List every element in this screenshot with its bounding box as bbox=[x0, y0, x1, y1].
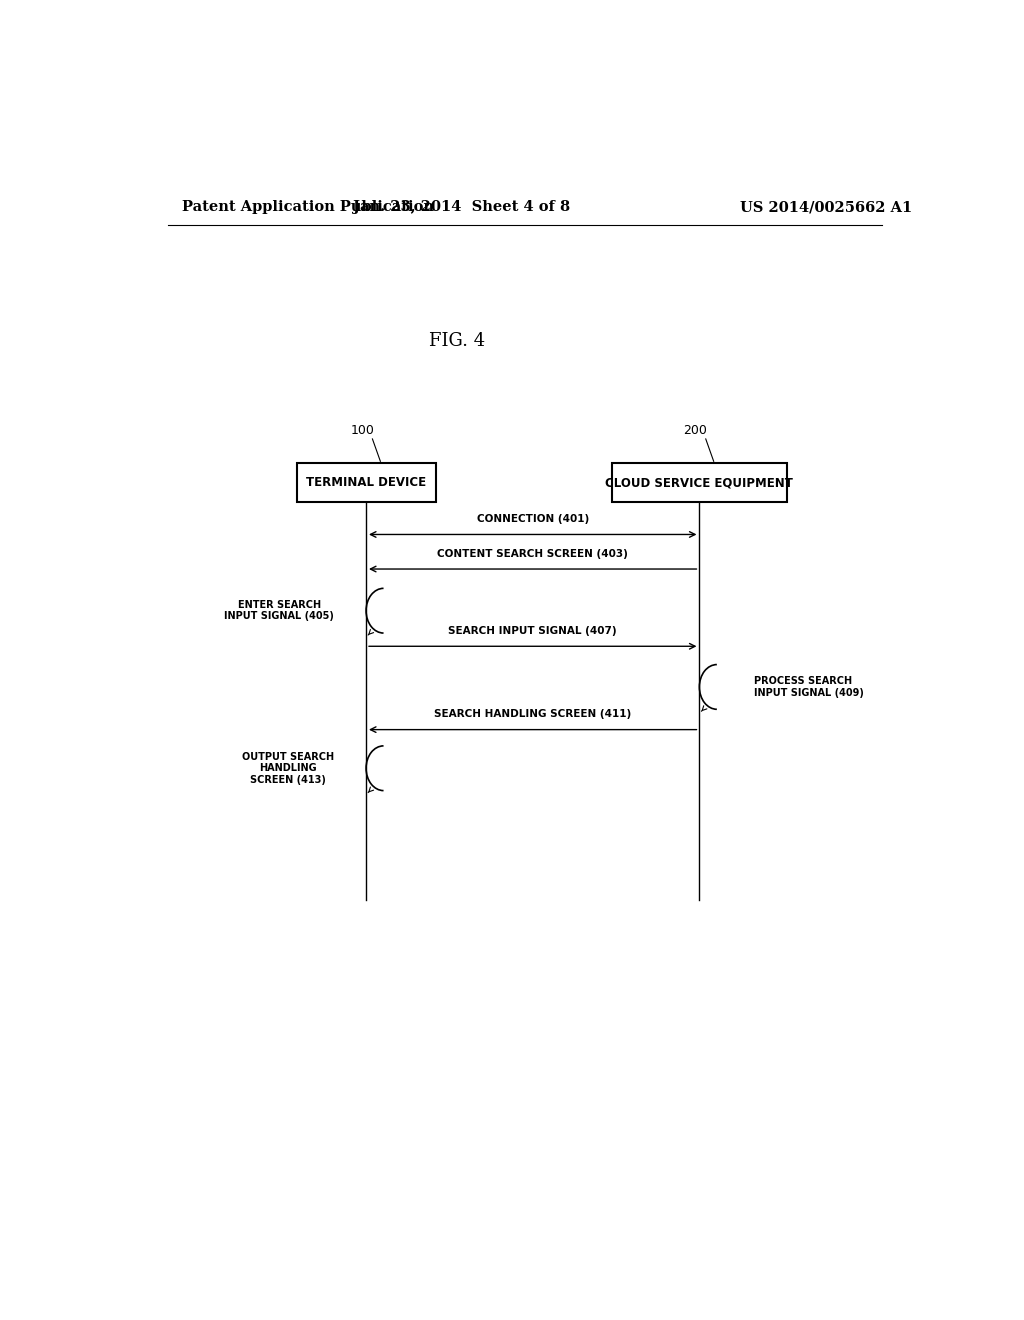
Text: Patent Application Publication: Patent Application Publication bbox=[182, 201, 434, 214]
Text: CONNECTION (401): CONNECTION (401) bbox=[476, 515, 589, 524]
Text: 100: 100 bbox=[350, 424, 374, 437]
Text: FIG. 4: FIG. 4 bbox=[429, 333, 485, 350]
Text: PROCESS SEARCH
INPUT SIGNAL (409): PROCESS SEARCH INPUT SIGNAL (409) bbox=[754, 676, 864, 698]
Text: US 2014/0025662 A1: US 2014/0025662 A1 bbox=[740, 201, 912, 214]
Text: SEARCH HANDLING SCREEN (411): SEARCH HANDLING SCREEN (411) bbox=[434, 709, 632, 719]
Text: ENTER SEARCH
INPUT SIGNAL (405): ENTER SEARCH INPUT SIGNAL (405) bbox=[224, 599, 334, 622]
Bar bbox=[612, 463, 786, 502]
Bar bbox=[297, 463, 435, 502]
Text: OUTPUT SEARCH
HANDLING
SCREEN (413): OUTPUT SEARCH HANDLING SCREEN (413) bbox=[243, 751, 334, 785]
Text: CONTENT SEARCH SCREEN (403): CONTENT SEARCH SCREEN (403) bbox=[437, 549, 628, 558]
Text: SEARCH INPUT SIGNAL (407): SEARCH INPUT SIGNAL (407) bbox=[449, 626, 617, 636]
Text: CLOUD SERVICE EQUIPMENT: CLOUD SERVICE EQUIPMENT bbox=[605, 477, 794, 490]
Text: TERMINAL DEVICE: TERMINAL DEVICE bbox=[306, 477, 426, 490]
Text: Jan. 23, 2014  Sheet 4 of 8: Jan. 23, 2014 Sheet 4 of 8 bbox=[352, 201, 570, 214]
Text: 200: 200 bbox=[683, 424, 708, 437]
